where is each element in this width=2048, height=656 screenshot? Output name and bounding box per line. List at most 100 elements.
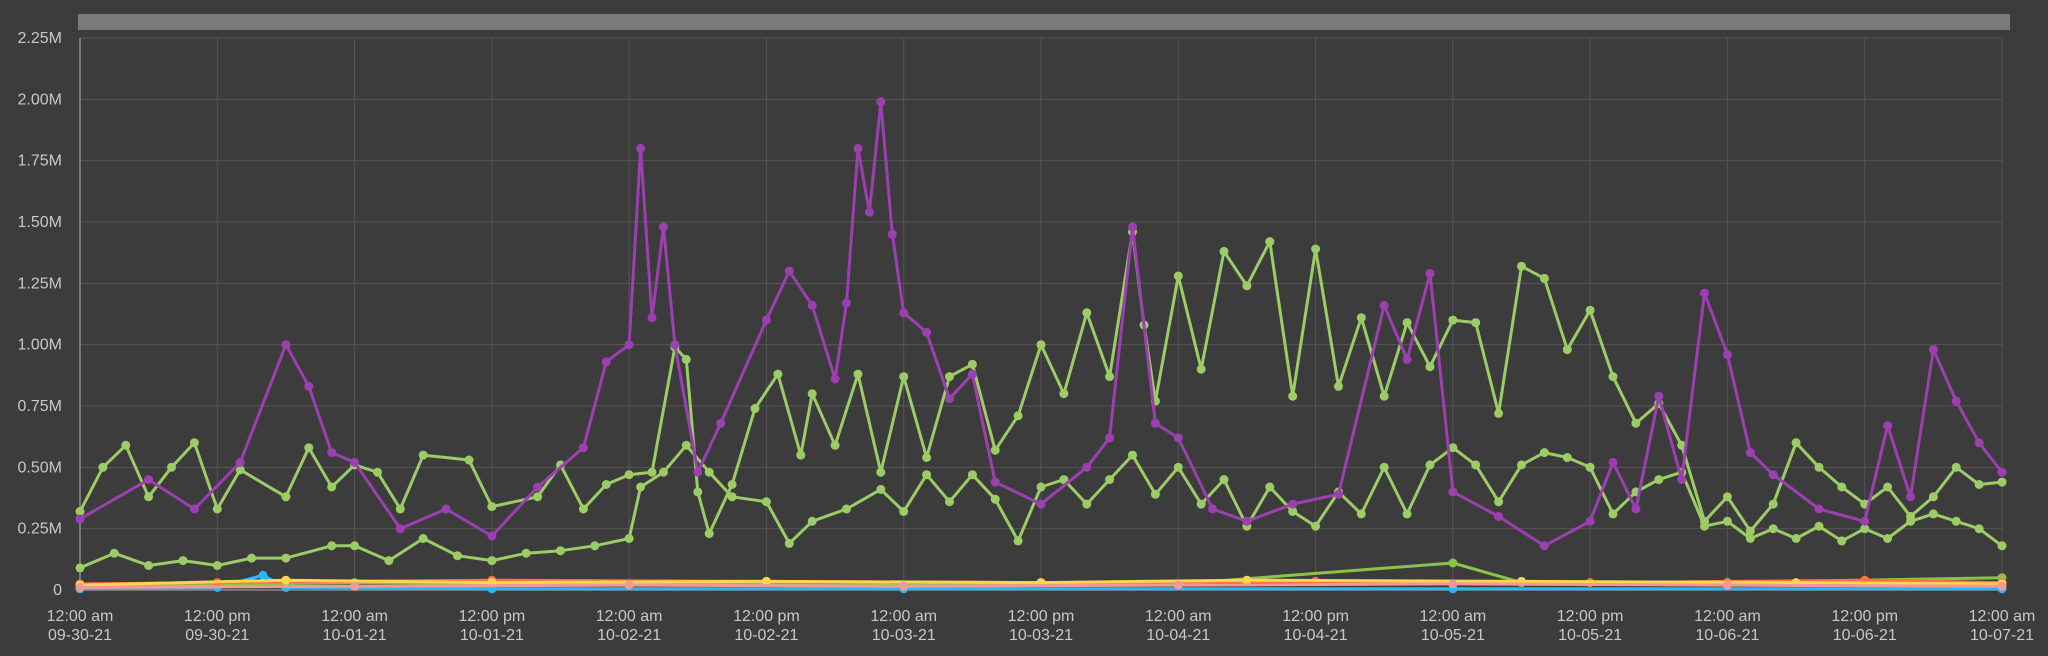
- data-point[interactable]: [98, 462, 108, 472]
- data-point[interactable]: [1928, 492, 1938, 502]
- data-point[interactable]: [189, 504, 199, 514]
- data-point[interactable]: [1654, 475, 1664, 485]
- data-point[interactable]: [1150, 489, 1160, 499]
- data-point[interactable]: [1814, 504, 1824, 514]
- data-point[interactable]: [1425, 269, 1435, 278]
- data-point[interactable]: [144, 475, 154, 485]
- data-point[interactable]: [1265, 237, 1275, 247]
- data-point[interactable]: [727, 480, 737, 489]
- data-point[interactable]: [899, 581, 909, 591]
- data-point[interactable]: [1539, 448, 1549, 458]
- data-point[interactable]: [864, 207, 874, 217]
- data-point[interactable]: [659, 467, 668, 477]
- data-point[interactable]: [1997, 467, 2007, 477]
- data-point[interactable]: [1265, 482, 1275, 492]
- data-point[interactable]: [1013, 536, 1023, 546]
- data-point[interactable]: [1494, 511, 1504, 521]
- data-point[interactable]: [75, 507, 85, 516]
- data-point[interactable]: [807, 300, 817, 310]
- data-point[interactable]: [1448, 558, 1458, 568]
- data-point[interactable]: [533, 482, 543, 492]
- data-point[interactable]: [1494, 408, 1504, 418]
- data-point[interactable]: [1402, 509, 1412, 519]
- data-point[interactable]: [1539, 541, 1549, 551]
- data-point[interactable]: [1288, 391, 1298, 401]
- data-point[interactable]: [693, 467, 703, 477]
- data-point[interactable]: [1173, 580, 1183, 590]
- data-point[interactable]: [624, 340, 634, 350]
- data-point[interactable]: [636, 482, 646, 492]
- data-point[interactable]: [418, 450, 428, 460]
- data-point[interactable]: [1677, 440, 1687, 450]
- data-point[interactable]: [281, 340, 291, 350]
- data-point[interactable]: [1974, 438, 1984, 448]
- data-point[interactable]: [899, 507, 909, 516]
- data-point[interactable]: [1722, 516, 1732, 526]
- data-point[interactable]: [418, 534, 428, 543]
- data-point[interactable]: [1036, 482, 1046, 492]
- data-point[interactable]: [212, 504, 222, 514]
- data-point[interactable]: [716, 418, 726, 428]
- data-point[interactable]: [487, 556, 497, 566]
- data-point[interactable]: [1356, 313, 1366, 323]
- data-point[interactable]: [761, 576, 771, 586]
- data-point[interactable]: [441, 504, 451, 514]
- data-point[interactable]: [659, 222, 668, 232]
- data-point[interactable]: [1814, 521, 1824, 531]
- data-point[interactable]: [967, 359, 977, 369]
- data-point[interactable]: [842, 298, 851, 308]
- data-point[interactable]: [1082, 462, 1092, 472]
- data-point[interactable]: [109, 548, 119, 558]
- data-point[interactable]: [624, 580, 634, 590]
- data-point[interactable]: [1517, 460, 1526, 470]
- data-point[interactable]: [1208, 504, 1218, 514]
- data-point[interactable]: [281, 575, 291, 585]
- data-point[interactable]: [1150, 418, 1160, 428]
- data-point[interactable]: [350, 541, 360, 551]
- data-point[interactable]: [1242, 575, 1252, 585]
- data-point[interactable]: [807, 516, 817, 526]
- data-point[interactable]: [235, 457, 245, 467]
- data-point[interactable]: [1585, 462, 1595, 472]
- data-point[interactable]: [373, 467, 382, 477]
- data-point[interactable]: [922, 453, 932, 462]
- data-point[interactable]: [990, 494, 1000, 504]
- data-point[interactable]: [1837, 536, 1847, 546]
- data-point[interactable]: [945, 372, 954, 382]
- data-point[interactable]: [1700, 516, 1709, 526]
- data-point[interactable]: [1791, 534, 1801, 543]
- data-point[interactable]: [704, 529, 714, 539]
- data-point[interactable]: [578, 443, 588, 453]
- data-point[interactable]: [1036, 499, 1046, 509]
- data-point[interactable]: [1013, 411, 1023, 421]
- data-point[interactable]: [1928, 345, 1938, 355]
- data-point[interactable]: [1883, 534, 1893, 543]
- data-point[interactable]: [144, 561, 154, 570]
- data-point[interactable]: [899, 372, 909, 382]
- data-point[interactable]: [1768, 499, 1778, 509]
- data-point[interactable]: [681, 354, 691, 364]
- data-point[interactable]: [1906, 492, 1915, 502]
- data-point[interactable]: [899, 308, 909, 318]
- data-point[interactable]: [1219, 246, 1229, 256]
- data-point[interactable]: [636, 143, 646, 153]
- data-point[interactable]: [784, 266, 794, 276]
- data-point[interactable]: [281, 492, 291, 502]
- data-point[interactable]: [1837, 482, 1847, 492]
- data-point[interactable]: [1562, 453, 1572, 462]
- data-point[interactable]: [601, 480, 611, 489]
- data-point[interactable]: [464, 455, 474, 465]
- data-point[interactable]: [1128, 222, 1137, 232]
- data-point[interactable]: [1791, 438, 1801, 448]
- data-point[interactable]: [1631, 418, 1641, 428]
- data-point[interactable]: [1677, 475, 1687, 485]
- data-point[interactable]: [75, 563, 85, 573]
- data-point[interactable]: [304, 443, 314, 453]
- data-point[interactable]: [1379, 300, 1389, 310]
- data-point[interactable]: [1173, 462, 1183, 472]
- data-point[interactable]: [1402, 318, 1412, 328]
- data-point[interactable]: [1997, 541, 2007, 551]
- data-point[interactable]: [350, 581, 360, 591]
- data-point[interactable]: [556, 546, 565, 556]
- data-point[interactable]: [212, 561, 222, 570]
